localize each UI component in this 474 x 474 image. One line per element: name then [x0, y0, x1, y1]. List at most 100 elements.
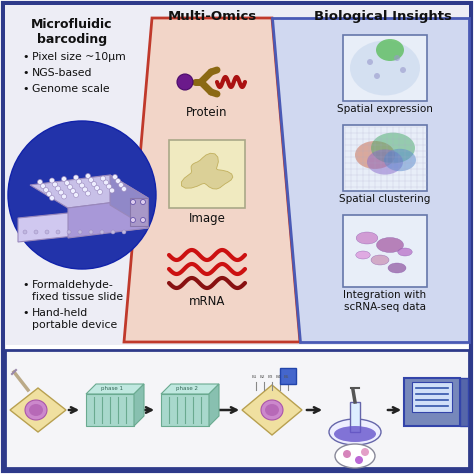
- Polygon shape: [10, 388, 66, 432]
- Ellipse shape: [371, 133, 415, 164]
- Text: •: •: [22, 280, 28, 290]
- Circle shape: [130, 200, 136, 204]
- Ellipse shape: [376, 237, 403, 253]
- Polygon shape: [110, 175, 148, 228]
- Ellipse shape: [376, 39, 404, 61]
- Circle shape: [73, 192, 79, 198]
- Circle shape: [76, 179, 82, 184]
- Text: •: •: [22, 84, 28, 94]
- Circle shape: [100, 176, 106, 181]
- Circle shape: [67, 184, 73, 190]
- Circle shape: [49, 195, 55, 201]
- Circle shape: [82, 187, 88, 192]
- Text: •: •: [22, 52, 28, 62]
- Text: mRNA: mRNA: [189, 295, 225, 308]
- Circle shape: [89, 177, 93, 182]
- Ellipse shape: [335, 444, 375, 468]
- Text: Hand-held
portable device: Hand-held portable device: [32, 308, 117, 330]
- Ellipse shape: [261, 400, 283, 420]
- Polygon shape: [242, 385, 302, 435]
- Text: B2: B2: [259, 375, 265, 379]
- Text: Spatial expression: Spatial expression: [337, 104, 433, 114]
- Circle shape: [44, 188, 48, 192]
- Circle shape: [40, 183, 46, 189]
- Ellipse shape: [334, 426, 376, 442]
- Bar: [169, 140, 245, 208]
- Bar: [5, 5, 469, 345]
- Circle shape: [56, 230, 60, 234]
- Bar: [343, 35, 427, 101]
- Polygon shape: [161, 384, 219, 394]
- Circle shape: [46, 191, 52, 197]
- Circle shape: [49, 178, 55, 183]
- Circle shape: [55, 186, 61, 191]
- Circle shape: [140, 218, 146, 222]
- Ellipse shape: [384, 149, 416, 171]
- Ellipse shape: [350, 40, 420, 95]
- Ellipse shape: [398, 248, 412, 256]
- Circle shape: [62, 194, 66, 199]
- Ellipse shape: [265, 404, 279, 416]
- Text: NGS-based: NGS-based: [32, 68, 92, 78]
- Ellipse shape: [329, 419, 381, 445]
- Circle shape: [177, 74, 193, 90]
- Bar: [280, 368, 296, 384]
- Circle shape: [111, 230, 115, 234]
- Text: Image: Image: [189, 212, 226, 225]
- Circle shape: [394, 55, 400, 61]
- Circle shape: [355, 456, 363, 464]
- Circle shape: [121, 186, 127, 191]
- Circle shape: [103, 180, 109, 185]
- Text: B5: B5: [283, 375, 289, 379]
- Text: Biological Insights: Biological Insights: [314, 10, 452, 23]
- Polygon shape: [30, 175, 148, 208]
- Circle shape: [85, 191, 91, 196]
- Polygon shape: [86, 384, 144, 394]
- Circle shape: [107, 184, 111, 189]
- Polygon shape: [182, 153, 233, 189]
- Text: Pixel size ~10μm: Pixel size ~10μm: [32, 52, 126, 62]
- Circle shape: [98, 190, 102, 194]
- Circle shape: [118, 182, 124, 188]
- Text: phase 1: phase 1: [101, 386, 123, 391]
- Circle shape: [109, 188, 115, 193]
- Circle shape: [122, 230, 126, 234]
- Circle shape: [130, 218, 136, 222]
- Text: Genome scale: Genome scale: [32, 84, 109, 94]
- Polygon shape: [18, 205, 148, 242]
- Circle shape: [361, 448, 369, 456]
- Text: Spatial clustering: Spatial clustering: [339, 194, 431, 204]
- Text: B1: B1: [251, 375, 257, 379]
- Circle shape: [23, 230, 27, 234]
- Bar: [350, 402, 360, 432]
- Bar: [5, 350, 469, 468]
- Circle shape: [73, 175, 79, 180]
- Text: Multi-Omics: Multi-Omics: [167, 10, 256, 23]
- Circle shape: [400, 67, 406, 73]
- Ellipse shape: [29, 404, 43, 416]
- Ellipse shape: [371, 255, 389, 265]
- Bar: [5, 350, 469, 468]
- Text: Formaldehyde-
fixed tissue slide: Formaldehyde- fixed tissue slide: [32, 280, 123, 302]
- Polygon shape: [134, 384, 144, 426]
- Bar: [343, 215, 427, 287]
- Text: Integration with
scRNA-seq data: Integration with scRNA-seq data: [344, 290, 427, 312]
- Bar: [343, 125, 427, 191]
- Circle shape: [367, 59, 373, 65]
- Polygon shape: [86, 394, 134, 426]
- Text: •: •: [22, 68, 28, 78]
- Circle shape: [374, 73, 380, 79]
- Circle shape: [78, 230, 82, 234]
- Circle shape: [45, 230, 49, 234]
- Circle shape: [71, 189, 75, 193]
- Polygon shape: [68, 198, 148, 238]
- Ellipse shape: [356, 251, 370, 259]
- Circle shape: [116, 179, 120, 183]
- Bar: [460, 378, 468, 426]
- Circle shape: [53, 182, 57, 187]
- Text: Protein: Protein: [186, 106, 228, 119]
- Bar: [412, 382, 452, 412]
- Circle shape: [343, 450, 351, 458]
- Circle shape: [100, 230, 104, 234]
- Circle shape: [34, 230, 38, 234]
